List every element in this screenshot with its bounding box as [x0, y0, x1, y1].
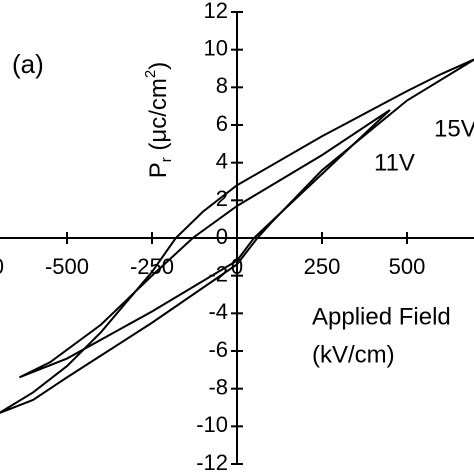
x-axis-title: Applied Field [312, 303, 451, 330]
panel-label: (a) [12, 49, 44, 79]
x-tick-label: -750 [0, 254, 4, 279]
y-tick-label: -6 [208, 337, 228, 362]
y-title-main: P [145, 162, 172, 178]
y-tick-label: 6 [216, 111, 228, 136]
y-tick-label: -10 [196, 412, 228, 437]
y-tick-label: 10 [204, 35, 228, 60]
y-title-sub: r [158, 157, 175, 162]
y-tick-label: -4 [208, 299, 228, 324]
y-title-unit: (μc/cm [145, 78, 172, 157]
y-axis-title: Pr (μc/cm2) [142, 62, 175, 179]
series-label: 15V [434, 115, 474, 142]
x-tick-label: 250 [304, 254, 341, 279]
y-tick-label: 8 [216, 73, 228, 98]
y-tick-label: 12 [204, 0, 228, 23]
y-tick-label: -8 [208, 374, 228, 399]
x-tick-label: -500 [45, 254, 89, 279]
y-title-close: ) [145, 62, 172, 70]
y-title-sup: 2 [142, 70, 159, 78]
x-tick-label: 500 [389, 254, 426, 279]
x-axis-title-unit: (kV/cm) [312, 341, 395, 368]
y-tick-label: -12 [196, 450, 228, 474]
y-tick-label: 0 [216, 224, 228, 249]
loop-line [0, 58, 474, 414]
loop-line [18, 109, 391, 379]
y-tick-label: 4 [216, 148, 228, 173]
series-label: 11V [374, 149, 415, 176]
y-tick-label: 2 [216, 186, 228, 211]
